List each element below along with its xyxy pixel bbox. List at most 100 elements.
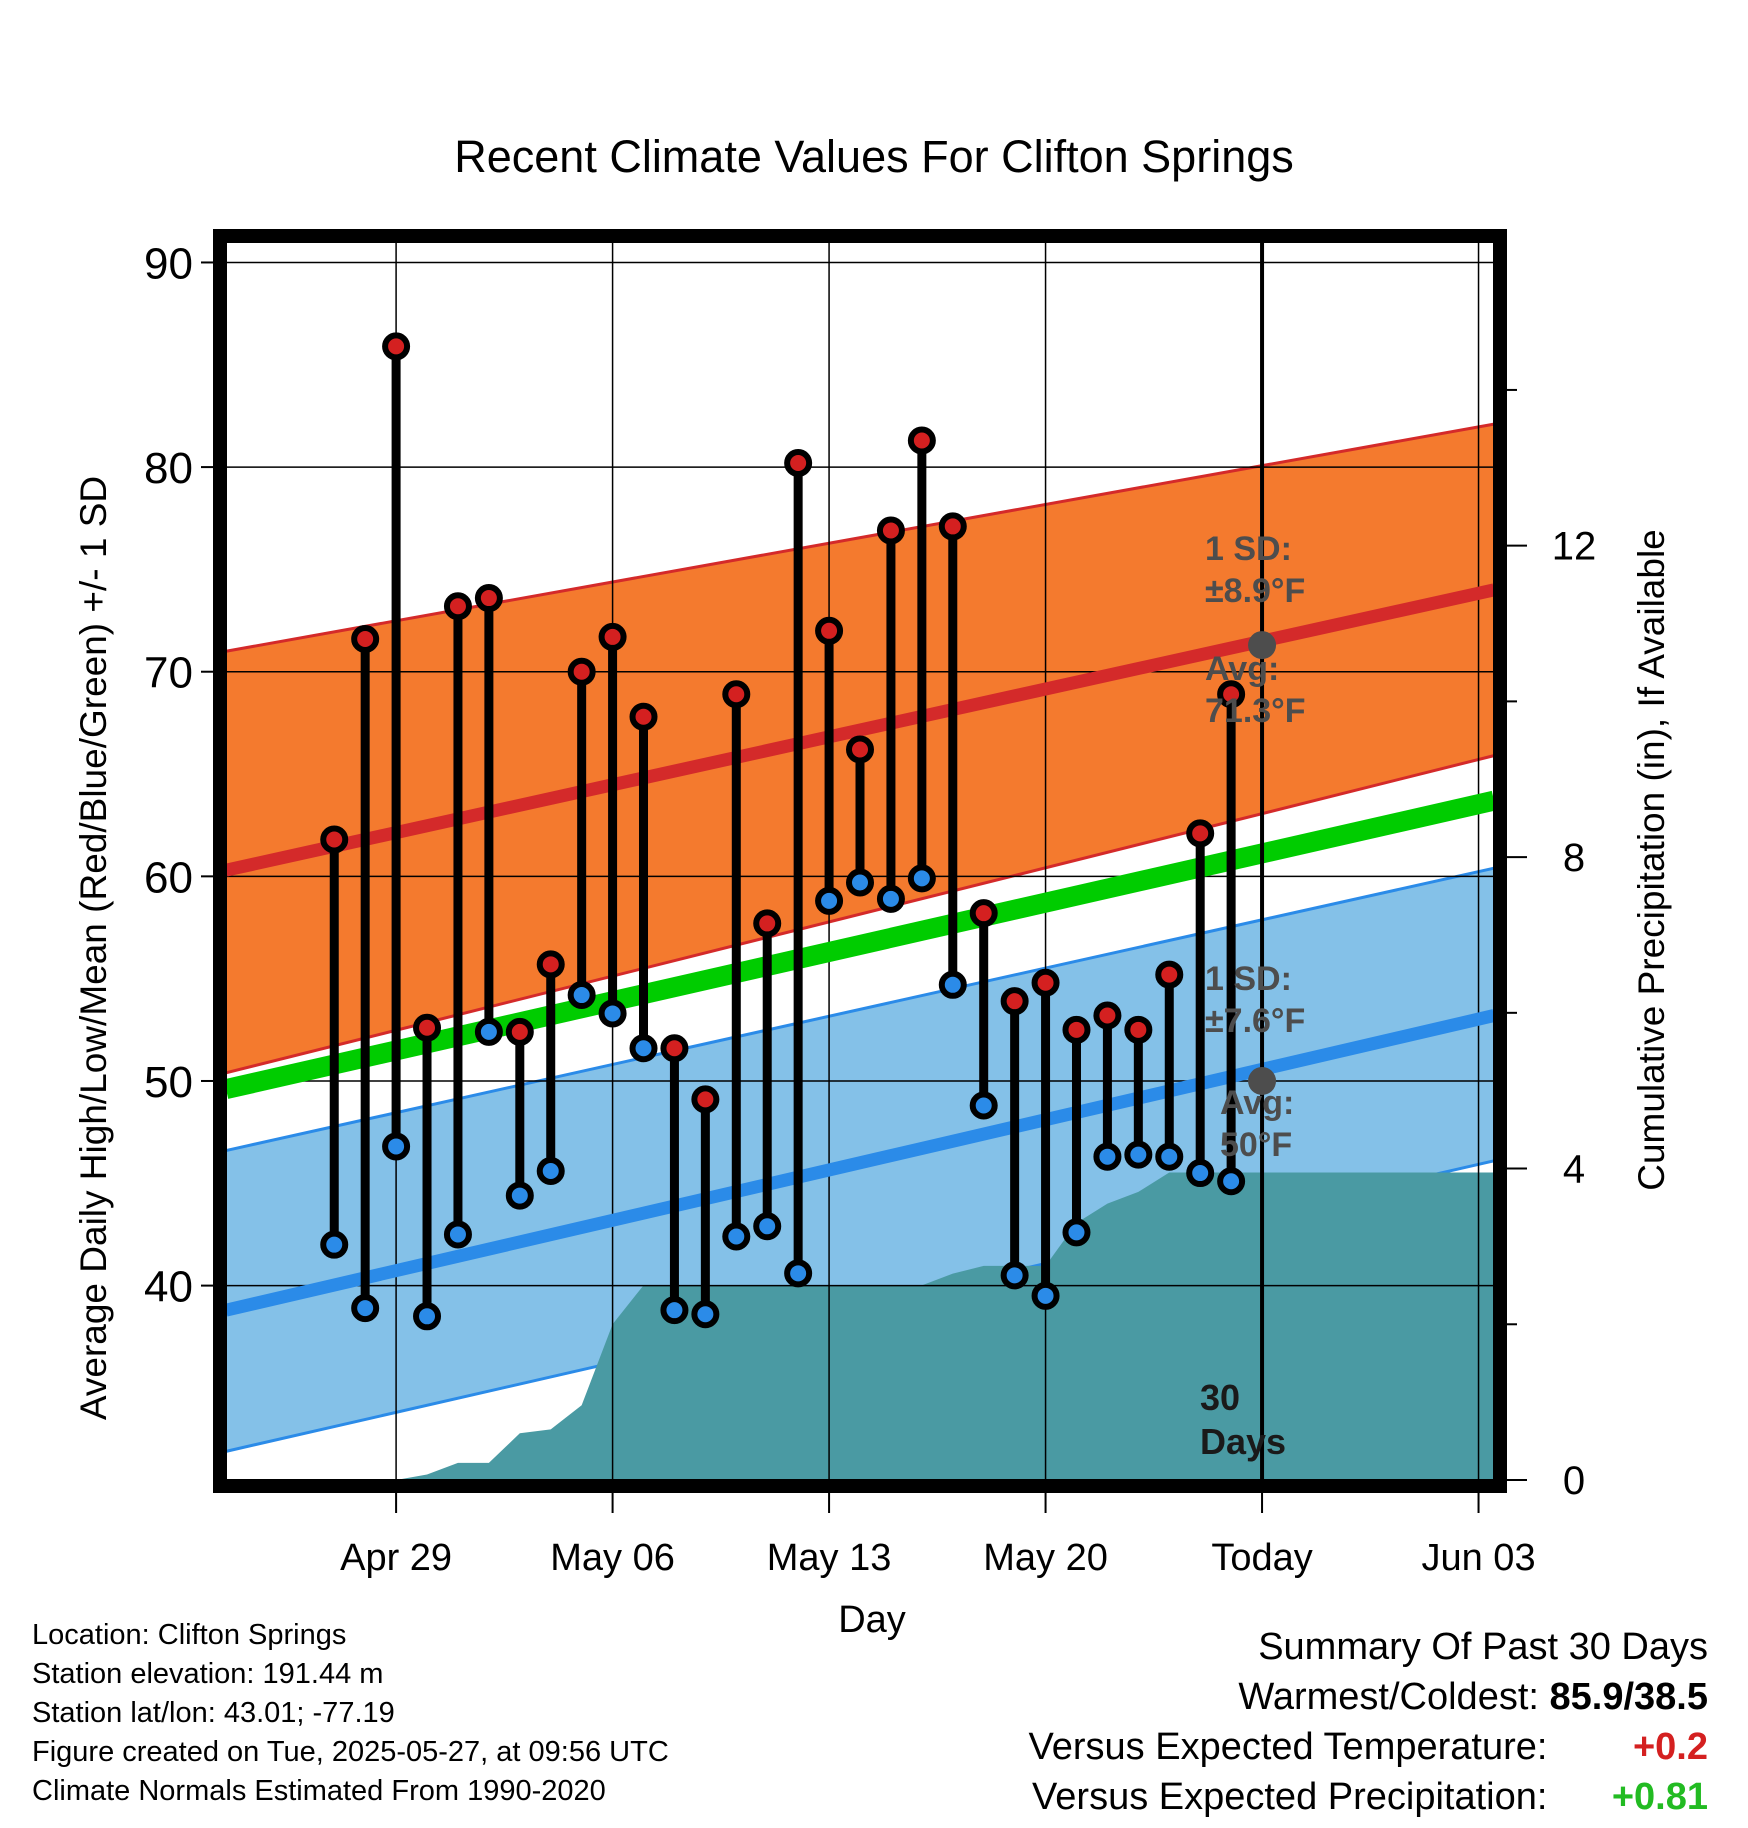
daily-high-point <box>815 616 844 645</box>
summary-precip-row: Versus Expected Precipitation: +0.81 <box>1029 1772 1708 1822</box>
daily-low-point <box>691 1300 720 1329</box>
daily-high-point <box>722 680 751 709</box>
daily-low-point <box>1000 1261 1029 1290</box>
precipitation-area <box>396 1172 1495 1480</box>
daily-low-point <box>598 999 627 1028</box>
y2-tick-label: 8 <box>1563 836 1585 880</box>
y2-tick-label: 12 <box>1552 525 1597 569</box>
x-axis-title: Day <box>838 1599 906 1641</box>
low-sd-value: ±7.6°F <box>1205 1002 1305 1040</box>
daily-high-point <box>474 584 503 613</box>
high-sd-band-upper-edge <box>225 422 1495 653</box>
daily-low-point <box>1062 1218 1091 1247</box>
low-avg-value: 50°F <box>1220 1126 1292 1164</box>
daily-low-point <box>443 1220 472 1249</box>
daily-low-point <box>722 1222 751 1251</box>
today-low-avg-marker <box>1248 1066 1277 1095</box>
elevation-text: Station elevation: 191.44 m <box>32 1658 384 1690</box>
daily-low-point <box>1093 1142 1122 1171</box>
window-label-unit: Days <box>1200 1421 1286 1462</box>
low-sd-label: 1 SD: <box>1205 960 1292 998</box>
x-tick-label: May 13 <box>767 1537 892 1579</box>
daily-low-point <box>382 1132 411 1161</box>
daily-high-point <box>598 622 627 651</box>
daily-high-point <box>536 950 565 979</box>
daily-low-point <box>413 1302 442 1331</box>
precip-value: +0.81 <box>1611 1776 1708 1818</box>
today-high-avg-marker <box>1248 631 1277 660</box>
axes: 40 50 60 70 80 90 0 4 8 12 Apr 29 May 06 May 13 May 2… <box>144 229 1597 1579</box>
daily-high-point <box>938 512 967 541</box>
daily-low-point <box>351 1294 380 1323</box>
daily-high-point <box>1155 960 1184 989</box>
warmest-label: Warmest/Coldest: <box>1238 1676 1539 1718</box>
daily-high-point <box>1217 680 1246 709</box>
summary-warmest-row: Warmest/Coldest: 85.9/38.5 <box>1029 1672 1708 1722</box>
y-tick-label: 90 <box>144 239 193 288</box>
daily-low-point <box>567 981 596 1010</box>
daily-low-point <box>907 864 936 893</box>
daily-high-point <box>1000 987 1029 1016</box>
precip-label: Versus Expected Precipitation: <box>1032 1776 1548 1818</box>
x-tick-label: Today <box>1211 1537 1312 1579</box>
summary-temp-row: Versus Expected Temperature: +0.2 <box>1029 1722 1708 1772</box>
daily-high-point <box>784 448 813 477</box>
daily-high-point <box>660 1034 689 1063</box>
daily-low-point <box>1124 1140 1153 1169</box>
annotations: 1 SD: ±8.9°F Avg: 71.3°F 1 SD: ±7.6°F Av… <box>1200 530 1306 1462</box>
y2-tick-label: 4 <box>1563 1148 1585 1192</box>
warmest-value: 85.9/38.5 <box>1549 1676 1708 1718</box>
location-text: Location: Clifton Springs <box>32 1619 347 1651</box>
low-sd-band-upper-edge <box>225 866 1495 1153</box>
daily-high-point <box>846 735 874 764</box>
daily-low-point <box>1186 1159 1215 1188</box>
station-info: Location: Clifton Springs Station elevat… <box>32 1616 669 1811</box>
low-normal-line <box>224 1009 1496 1317</box>
daily-low-point <box>660 1296 689 1325</box>
temp-value: +0.2 <box>1632 1726 1708 1768</box>
daily-high-point <box>1124 1015 1153 1044</box>
y2-axis-title: Cumulative Precipitation (in), If Availa… <box>1631 529 1672 1191</box>
daily-high-point <box>1093 1001 1122 1030</box>
daily-low-point <box>536 1157 565 1186</box>
high-avg-label: Avg: <box>1205 650 1279 688</box>
summary-heading: Summary Of Past 30 Days <box>1258 1626 1708 1668</box>
y-axis-title: Average Daily High/Low/Mean (Red/Blue/Gr… <box>73 476 114 1420</box>
y-tick-label: 40 <box>144 1263 193 1312</box>
daily-high-point <box>907 426 936 455</box>
high-sd-value: ±8.9°F <box>1205 572 1305 610</box>
daily-low-point <box>815 886 844 915</box>
x-tick-label: May 20 <box>983 1537 1108 1579</box>
daily-high-point <box>382 332 411 361</box>
daily-high-point <box>351 624 380 653</box>
low-avg-label: Avg: <box>1220 1084 1294 1122</box>
daily-low-point <box>629 1034 658 1063</box>
normal-lines <box>223 236 1497 1480</box>
daily-high-point <box>753 909 782 938</box>
daily-low-point <box>1155 1142 1184 1171</box>
daily-high-point <box>691 1085 720 1114</box>
daily-high-point <box>413 1013 442 1042</box>
plot-frame <box>213 229 1507 1493</box>
daily-high-point <box>567 657 596 686</box>
daily-high-point <box>1186 819 1215 848</box>
window-label-number: 30 <box>1200 1377 1240 1418</box>
daily-high-point <box>505 1017 534 1046</box>
chart-title: Recent Climate Values For Clifton Spring… <box>454 131 1294 182</box>
daily-low-point <box>938 970 967 999</box>
daily-high-point <box>443 592 472 621</box>
x-tick-label: Apr 29 <box>340 1537 452 1579</box>
y-tick-label: 80 <box>144 444 193 493</box>
daily-low-point <box>505 1181 534 1210</box>
daily-high-point <box>1062 1015 1091 1044</box>
daily-high-point <box>876 516 905 545</box>
mean-normal-line <box>223 790 1497 1099</box>
latlon-text: Station lat/lon: 43.01; -77.19 <box>32 1697 395 1729</box>
daily-high-point <box>1031 968 1060 997</box>
daily-high-point <box>629 702 658 731</box>
daily-low-point <box>753 1212 782 1241</box>
high-avg-value: 71.3°F <box>1205 692 1306 730</box>
y-tick-label: 60 <box>144 853 193 902</box>
daily-low-point <box>969 1091 998 1120</box>
